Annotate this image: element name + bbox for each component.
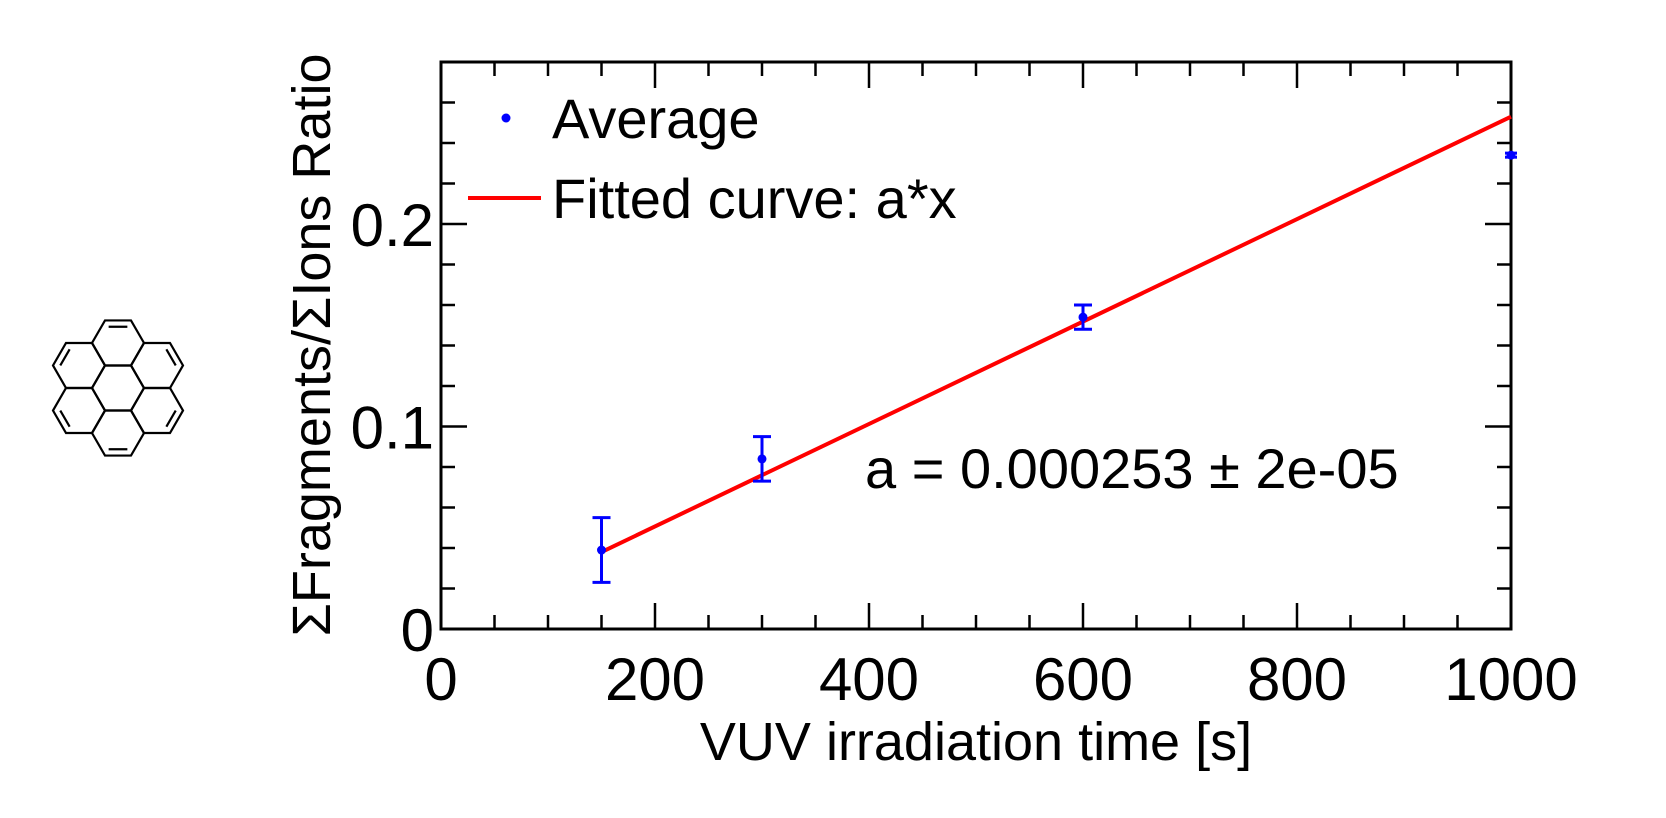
y-tick-label: 0 (401, 597, 434, 664)
x-tick-label: 600 (1033, 646, 1133, 713)
x-tick-label: 400 (819, 646, 919, 713)
legend-label-average: Average (552, 87, 760, 150)
x-tick-label: 1000 (1444, 646, 1577, 713)
molecule-double-bond (165, 348, 177, 367)
y-tick-label: 0.1 (351, 395, 434, 462)
data-points-group (592, 150, 1517, 584)
legend: Average Fitted curve: a*x (468, 87, 957, 230)
y-tick-labels: 0 0.1 0.2 (351, 192, 434, 664)
fit-line (600, 114, 1512, 554)
molecule-ring (90, 364, 146, 412)
x-tick-label: 0 (424, 646, 457, 713)
molecule-double-bond (165, 409, 177, 428)
x-tick-labels: 0 200 400 600 800 1000 (424, 646, 1577, 713)
x-tick-label: 200 (605, 646, 705, 713)
data-point (597, 545, 606, 555)
legend-marker-average (501, 113, 511, 123)
x-tick-label: 800 (1247, 646, 1347, 713)
molecule-double-bond (59, 409, 71, 428)
fit-annotation: a = 0.000253 ± 2e-05 (865, 437, 1399, 500)
x-axis-title: VUV irradiation time [s] (700, 712, 1252, 772)
data-point (1078, 312, 1088, 322)
fit-line-group (600, 114, 1512, 554)
y-tick-label: 0.2 (351, 192, 434, 259)
molecule-double-bond (59, 348, 71, 367)
data-point (757, 454, 767, 464)
legend-label-fit: Fitted curve: a*x (552, 167, 957, 230)
coronene-molecule-icon (51, 319, 185, 457)
axis-ticks (439, 60, 1513, 631)
data-point (1506, 150, 1516, 160)
y-axis-title: ΣFragments/ΣIons Ratio (282, 54, 342, 637)
molecule-ring (129, 341, 185, 390)
